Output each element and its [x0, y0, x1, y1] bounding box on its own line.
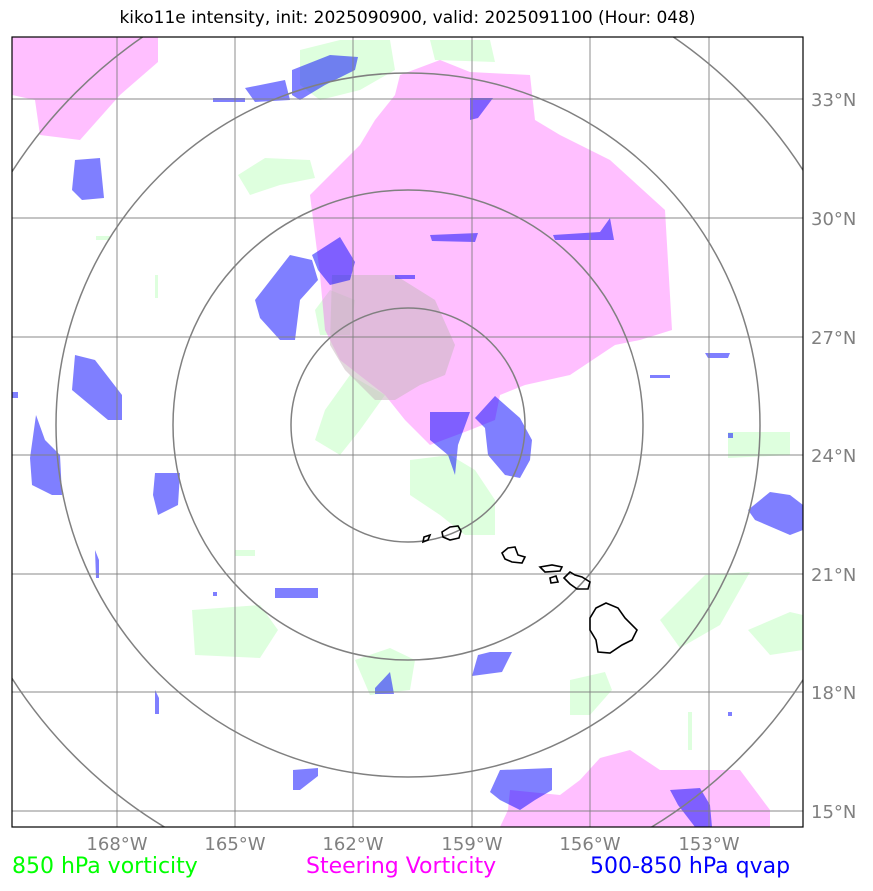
- latitude-labels: 33°N 30°N 27°N 24°N 21°N 18°N 15°N: [811, 90, 856, 823]
- lat-label: 27°N: [811, 328, 856, 349]
- lon-label: 153°W: [678, 834, 739, 855]
- island-niihau: [421, 533, 432, 544]
- lat-label: 33°N: [811, 90, 856, 111]
- lat-label: 24°N: [811, 446, 856, 467]
- qvap-layer: [12, 55, 803, 827]
- range-ring-3: [55, 72, 761, 778]
- lat-label: 15°N: [811, 802, 856, 823]
- lon-label: 162°W: [322, 834, 383, 855]
- hawaii-islands: [421, 525, 638, 654]
- map-frame: [11, 36, 804, 828]
- longitude-labels: 168°W 165°W 162°W 159°W 156°W 153°W: [86, 834, 739, 855]
- legend-850-vorticity: 850 hPa vorticity: [12, 854, 198, 879]
- lon-label: 156°W: [559, 834, 620, 855]
- island-lanai: [549, 574, 560, 584]
- range-ring-1: [290, 307, 526, 543]
- lat-label: 18°N: [811, 683, 856, 704]
- island-molokai: [538, 564, 564, 573]
- lon-label: 165°W: [204, 834, 265, 855]
- gridlines: [12, 37, 803, 827]
- steering-vorticity-layer: [12, 37, 770, 827]
- legend-qvap: 500-850 hPa qvap: [590, 854, 791, 879]
- lat-label: 21°N: [811, 565, 856, 586]
- lon-label: 159°W: [441, 834, 502, 855]
- island-hawaii: [589, 602, 638, 654]
- range-ring-2: [172, 189, 644, 661]
- legend-steering-vorticity: Steering Vorticity: [306, 854, 497, 879]
- lat-label: 30°N: [811, 209, 856, 230]
- map-title: kiko11e intensity, init: 2025090900, val…: [119, 8, 696, 28]
- island-kauai: [441, 525, 462, 541]
- island-oahu: [501, 546, 527, 564]
- island-maui: [562, 570, 591, 590]
- lon-label: 168°W: [86, 834, 147, 855]
